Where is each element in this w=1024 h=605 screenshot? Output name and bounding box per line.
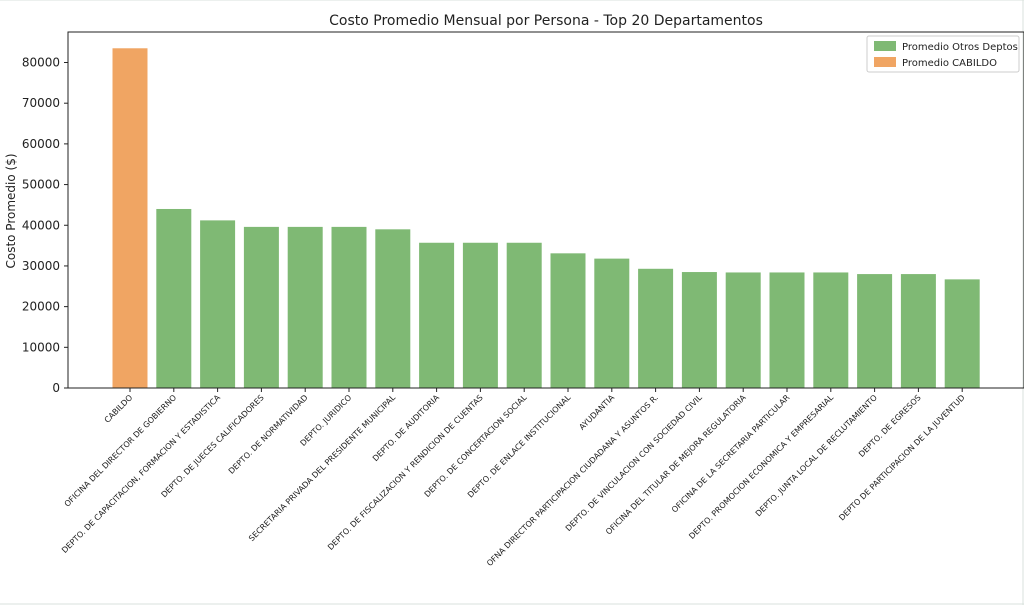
x-tick-label: DEPTO. PROMOCION ECONOMICA Y EMPRESARIAL (687, 393, 835, 541)
bar (287, 226, 323, 388)
legend-swatch-otros (874, 41, 896, 51)
x-tick-label: DEPTO. DE ENLACE INSTITUCIONAL (466, 393, 573, 500)
bar (331, 226, 367, 388)
y-tick-label: 0 (52, 381, 60, 395)
bar (857, 274, 893, 388)
chart-title: Costo Promedio Mensual por Persona - Top… (329, 13, 763, 29)
bar (419, 242, 455, 388)
y-axis: 0 10000 20000 30000 40000 50000 60000 70000 8000… (22, 56, 68, 395)
plot-frame (67, 31, 1024, 389)
y-tick-label: 80000 (22, 56, 60, 70)
y-tick-label: 70000 (22, 96, 60, 110)
bar (506, 242, 542, 388)
bar (813, 272, 849, 388)
y-tick-label: 50000 (22, 178, 60, 192)
bar (375, 229, 411, 388)
bar (200, 220, 236, 388)
x-tick-label: DEPTO. DE NORMATIVIDAD (227, 393, 310, 476)
legend-label-otros: Promedio Otros Deptos (902, 42, 1018, 53)
bar (681, 272, 717, 388)
bar (944, 279, 980, 388)
legend-box (866, 35, 1020, 73)
legend: Promedio Otros Deptos Promedio CABILDO (866, 35, 1020, 73)
y-axis-label: Costo Promedio ($) (4, 153, 18, 268)
x-tick-label: DEPTO. DE FISCALIZACION Y RENDICION DE C… (326, 393, 485, 552)
y-tick-label: 30000 (22, 259, 60, 273)
x-tick-label: OFNA DIRECTOR PARTICIPACION CIUDADANA Y … (485, 393, 660, 568)
bar (638, 268, 674, 388)
x-tick-label: DEPTO. DE CAPACITACION, FORMACION Y ESTA… (60, 393, 222, 555)
x-tick-label: CABILDO (103, 393, 135, 425)
y-tick-label: 40000 (22, 218, 60, 232)
bar (243, 226, 279, 388)
bar (769, 272, 805, 388)
bar-cabildo (112, 48, 148, 388)
bar (900, 274, 936, 388)
legend-label-cabildo: Promedio CABILDO (902, 58, 997, 69)
bar (156, 208, 192, 388)
legend-swatch-cabildo (874, 57, 896, 67)
y-tick-label: 60000 (22, 137, 60, 151)
x-tick-label: SECRETARIA PRIVADA DEL PRESIDENTE MUNICI… (247, 393, 397, 543)
bar (550, 253, 586, 388)
bar (725, 272, 761, 388)
x-tick-label: AYUDANTIA (577, 393, 616, 432)
bars-group (112, 48, 980, 388)
bar (594, 258, 630, 388)
y-tick-label: 10000 (22, 340, 60, 354)
y-tick-label: 20000 (22, 300, 60, 314)
bar (462, 242, 498, 388)
